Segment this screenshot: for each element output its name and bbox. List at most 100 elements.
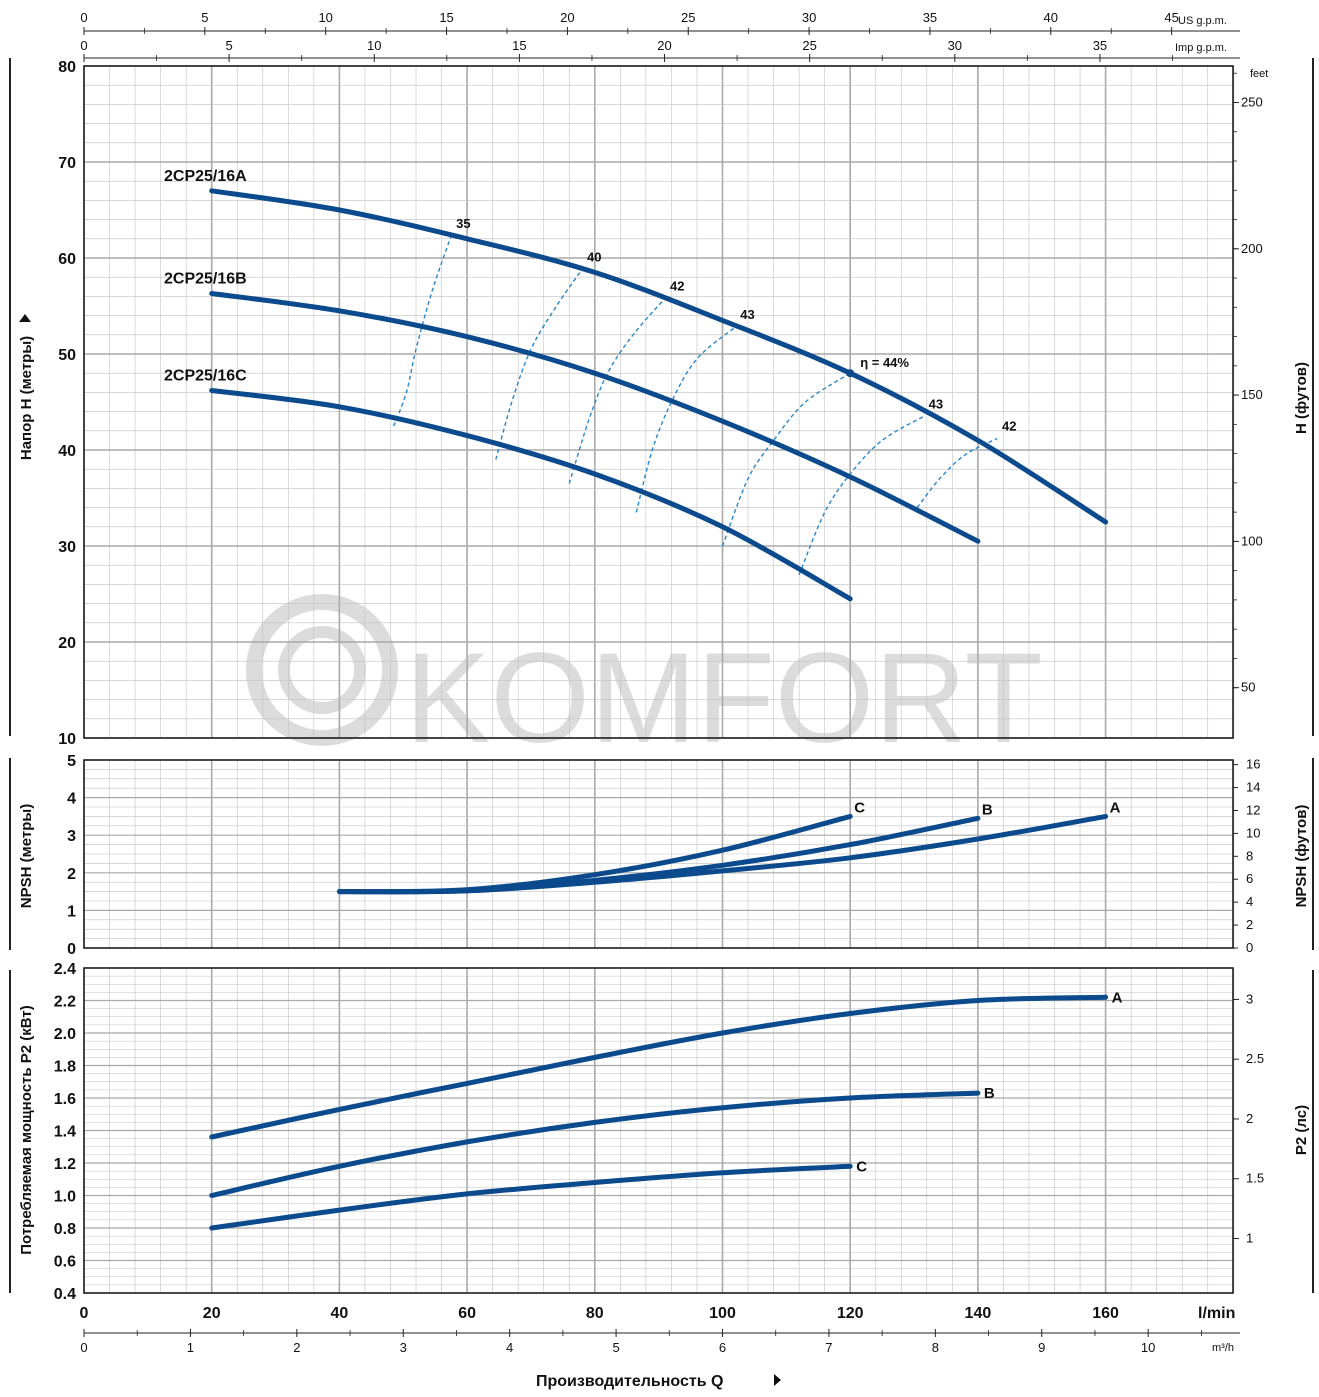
q-axis-label: Производительность Q xyxy=(536,1373,723,1390)
imp-gpm-tick-label: 35 xyxy=(1093,38,1107,53)
p2-left-label: Потребляемая мощность P2 (кВт) xyxy=(18,1005,35,1255)
imp-gpm-tick-label: 5 xyxy=(226,38,233,53)
h-tick-label: 20 xyxy=(58,635,76,652)
us-gpm-tick-label: 15 xyxy=(439,10,453,25)
npsh-curve-label: B xyxy=(982,801,993,818)
h-tick-label: 10 xyxy=(58,731,76,748)
h-tick-label: 80 xyxy=(58,59,76,76)
p2-right-label: P2 (лс) xyxy=(1293,1105,1310,1155)
m3h-tick-label: 8 xyxy=(932,1340,939,1355)
curve-layer xyxy=(209,188,1109,1231)
efficiency-label: η = 44% xyxy=(860,355,909,370)
head-curve-2cp25/16c xyxy=(209,388,853,602)
hp-tick-label: 2 xyxy=(1246,1111,1253,1126)
us-gpm-tick-label: 30 xyxy=(802,10,816,25)
p2-tick-label: 1.6 xyxy=(54,1091,76,1108)
panel-frame xyxy=(83,967,1234,1294)
efficiency-line xyxy=(495,269,583,460)
efficiency-line xyxy=(721,372,851,547)
p2-tick-label: 1.4 xyxy=(54,1124,76,1141)
npsh-ft-tick-label: 0 xyxy=(1246,940,1253,955)
lmin-tick-label: 60 xyxy=(458,1305,476,1322)
npsh-curve-label: C xyxy=(854,799,865,816)
npsh-ft-tick-label: 10 xyxy=(1246,825,1260,840)
m3h-tick-label: 4 xyxy=(506,1340,513,1355)
us-gpm-tick-label: 45 xyxy=(1164,10,1178,25)
p2-tick-label: 1.8 xyxy=(54,1059,76,1076)
npsh-left-label: NPSH (метры) xyxy=(18,804,35,908)
hp-tick-label: 3 xyxy=(1246,991,1253,1006)
p2-tick-label: 0.4 xyxy=(54,1286,76,1303)
hp-tick-label: 1.5 xyxy=(1246,1171,1264,1186)
us-gpm-tick-label: 0 xyxy=(80,10,87,25)
watermark: KOMFORT xyxy=(246,594,1043,770)
h-left-label: Напор H (метры) xyxy=(18,336,35,460)
efficiency-label: 42 xyxy=(670,278,684,293)
efficiency-line xyxy=(916,437,998,509)
imp-gpm-label: Imp g.p.m. xyxy=(1175,42,1227,54)
efficiency-label: 40 xyxy=(587,250,601,265)
imp-gpm-tick-label: 15 xyxy=(512,38,526,53)
us-gpm-tick-label: 35 xyxy=(923,10,937,25)
p2-curve-label: B xyxy=(984,1085,995,1102)
h-tick-label: 70 xyxy=(58,155,76,172)
lmin-tick-label: 0 xyxy=(80,1305,89,1322)
h-tick-label: 60 xyxy=(58,251,76,268)
imp-gpm-tick-label: 25 xyxy=(802,38,816,53)
efficiency-label: 42 xyxy=(1002,418,1016,433)
m3h-tick-label: 9 xyxy=(1038,1340,1045,1355)
p2-curve-c xyxy=(209,1163,853,1231)
us-gpm-tick-label: 5 xyxy=(201,10,208,25)
hp-tick-label: 2.5 xyxy=(1246,1051,1264,1066)
m3h-tick-label: 0 xyxy=(80,1340,87,1355)
npsh-ft-tick-label: 14 xyxy=(1246,780,1260,795)
q-arrow-icon xyxy=(774,1374,781,1386)
us-gpm-label: US g.p.m. xyxy=(1178,15,1227,27)
text-layer: US g.p.m. Imp g.p.m. feet l/min m³/h Про… xyxy=(18,10,1310,1390)
imp-gpm-tick-label: 10 xyxy=(367,38,381,53)
imp-gpm-tick-label: 20 xyxy=(657,38,671,53)
us-gpm-tick-label: 10 xyxy=(318,10,332,25)
feet-label: feet xyxy=(1250,68,1268,80)
panel-frame xyxy=(83,65,1234,739)
efficiency-line xyxy=(393,235,452,427)
p2-tick-label: 2.0 xyxy=(54,1026,76,1043)
p2-tick-label: 0.8 xyxy=(54,1221,76,1238)
feet-tick-label: 50 xyxy=(1241,680,1255,695)
us-gpm-tick-label: 20 xyxy=(560,10,574,25)
efficiency-line xyxy=(568,297,666,484)
npsh-ft-tick-label: 12 xyxy=(1246,802,1260,817)
npsh-ft-tick-label: 16 xyxy=(1246,757,1260,772)
p2-curve-label: C xyxy=(856,1158,867,1175)
head-curve-label: 2CP25/16B xyxy=(164,271,247,288)
p2-tick-label: 2.4 xyxy=(54,961,76,978)
head-curve-2cp25/16a xyxy=(209,188,1109,525)
watermark-ring-inner xyxy=(278,626,366,714)
head-curve-label: 2CP25/16C xyxy=(164,367,247,384)
efficiency-label: 43 xyxy=(929,396,943,411)
lmin-tick-label: 100 xyxy=(709,1305,736,1322)
p2-tick-label: 1.0 xyxy=(54,1189,76,1206)
m3h-label: m³/h xyxy=(1212,1342,1234,1354)
feet-tick-label: 200 xyxy=(1241,241,1263,256)
feet-tick-label: 100 xyxy=(1241,533,1263,548)
npsh-curve-label: A xyxy=(1110,799,1121,816)
head-curve-label: 2CP25/16A xyxy=(164,168,247,185)
npsh-ft-tick-label: 4 xyxy=(1246,894,1253,909)
m3h-tick-label: 10 xyxy=(1141,1340,1155,1355)
h-tick-label: 30 xyxy=(58,539,76,556)
npsh-tick-label: 1 xyxy=(67,903,76,920)
frame-layer xyxy=(9,27,1314,1337)
lmin-tick-label: 120 xyxy=(837,1305,864,1322)
npsh-ft-tick-label: 2 xyxy=(1246,917,1253,932)
feet-tick-label: 150 xyxy=(1241,387,1263,402)
npsh-ft-tick-label: 8 xyxy=(1246,848,1253,863)
efficiency-label: 43 xyxy=(740,307,754,322)
npsh-tick-label: 2 xyxy=(67,866,76,883)
imp-gpm-tick-label: 0 xyxy=(80,38,87,53)
head-curve-2cp25/16b xyxy=(209,291,981,544)
m3h-tick-label: 1 xyxy=(187,1340,194,1355)
lmin-label: l/min xyxy=(1198,1305,1235,1322)
h-right-label: H (футов) xyxy=(1293,362,1310,434)
us-gpm-tick-label: 25 xyxy=(681,10,695,25)
